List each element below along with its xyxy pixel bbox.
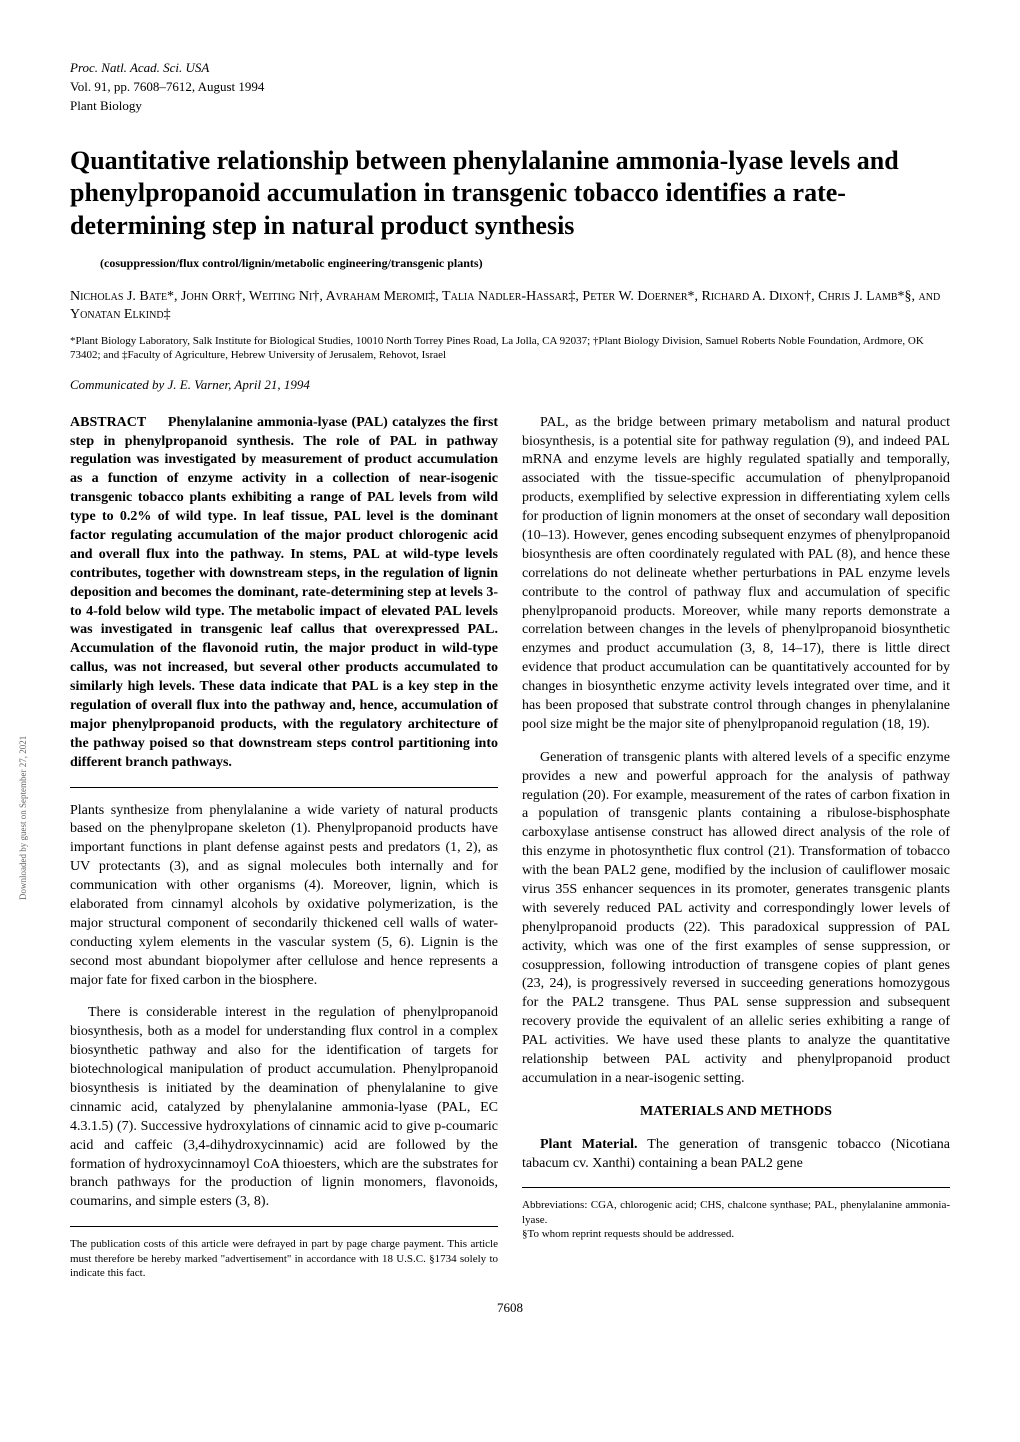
- materials-paragraph: Plant Material. The generation of transg…: [522, 1136, 950, 1174]
- download-note: Downloaded by guest on September 27, 202…: [18, 736, 30, 900]
- right-paragraph-1: PAL, as the bridge between primary metab…: [522, 414, 950, 735]
- two-column-body: ABSTRACT Phenylalanine ammonia-lyase (PA…: [70, 414, 950, 1281]
- footnote-divider-left: [70, 1226, 498, 1227]
- article-keywords: (cosuppression/flux control/lignin/metab…: [100, 256, 950, 272]
- abstract-text: Phenylalanine ammonia-lyase (PAL) cataly…: [70, 415, 498, 770]
- abstract-divider: [70, 787, 498, 788]
- article-title: Quantitative relationship between phenyl…: [70, 145, 950, 243]
- footnote-divider-right: [522, 1187, 950, 1188]
- journal-name: Proc. Natl. Acad. Sci. USA: [70, 60, 950, 77]
- journal-volume: Vol. 91, pp. 7608–7612, August 1994: [70, 79, 950, 96]
- materials-runin: Plant Material.: [540, 1137, 638, 1152]
- left-column: ABSTRACT Phenylalanine ammonia-lyase (PA…: [70, 414, 498, 1281]
- intro-paragraph-2: There is considerable interest in the re…: [70, 1004, 498, 1212]
- abbreviations-footnote: Abbreviations: CGA, chlorogenic acid; CH…: [522, 1198, 950, 1241]
- publication-footnote: The publication costs of this article we…: [70, 1237, 498, 1280]
- intro-paragraph-1: Plants synthesize from phenylalanine a w…: [70, 802, 498, 991]
- right-paragraph-2: Generation of transgenic plants with alt…: [522, 749, 950, 1089]
- materials-heading: MATERIALS AND METHODS: [522, 1103, 950, 1122]
- author-list: Nicholas J. Bate*, John Orr†, Weiting Ni…: [70, 288, 950, 324]
- right-column: PAL, as the bridge between primary metab…: [522, 414, 950, 1281]
- communicated-by: Communicated by J. E. Varner, April 21, …: [70, 377, 950, 394]
- journal-section: Plant Biology: [70, 98, 950, 115]
- affiliations: *Plant Biology Laboratory, Salk Institut…: [70, 334, 950, 363]
- abstract-heading: ABSTRACT: [70, 415, 146, 430]
- page-number: 7608: [70, 1300, 950, 1317]
